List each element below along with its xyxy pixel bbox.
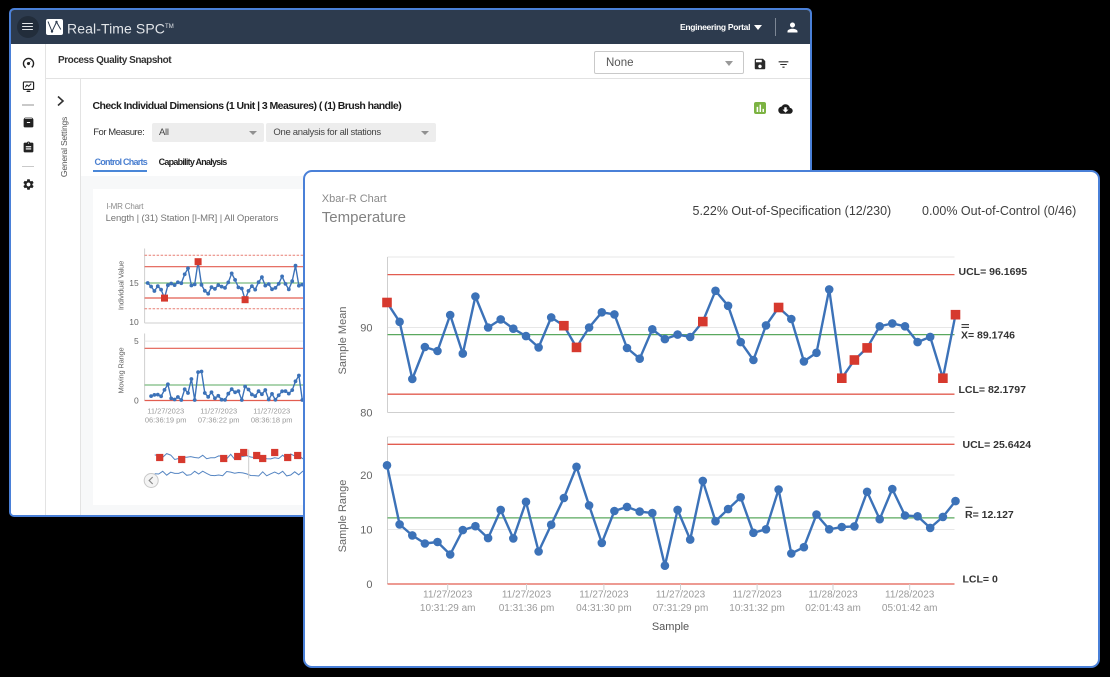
- svg-text:07:31:29 pm: 07:31:29 pm: [653, 603, 709, 614]
- svg-text:UCL= 96.1695: UCL= 96.1695: [959, 266, 1028, 278]
- svg-text:Sample Mean: Sample Mean: [337, 307, 349, 375]
- svg-text:11/27/2023: 11/27/2023: [254, 406, 291, 415]
- svg-text:05:01:42 am: 05:01:42 am: [882, 603, 938, 614]
- svg-text:11/27/2023: 11/27/2023: [502, 589, 552, 600]
- svg-text:X= 89.1746: X= 89.1746: [961, 329, 1015, 341]
- svg-text:UCL= 25.6424: UCL= 25.6424: [963, 439, 1032, 451]
- svg-text:80: 80: [360, 408, 372, 420]
- svg-text:10:31:29 am: 10:31:29 am: [420, 603, 476, 614]
- svg-text:0: 0: [134, 395, 139, 405]
- svg-text:11/28/2023: 11/28/2023: [885, 589, 935, 600]
- svg-text:5: 5: [134, 336, 139, 346]
- svg-text:20: 20: [360, 470, 372, 482]
- svg-text:11/27/2023: 11/27/2023: [579, 589, 629, 600]
- svg-text:10:31:32 pm: 10:31:32 pm: [729, 603, 785, 614]
- svg-text:08:36:18 pm: 08:36:18 pm: [251, 415, 293, 424]
- svg-text:11/27/2023: 11/27/2023: [423, 589, 473, 600]
- svg-text:11/28/2023: 11/28/2023: [808, 589, 858, 600]
- svg-text:Moving Range: Moving Range: [117, 347, 126, 393]
- svg-text:R= 12.127: R= 12.127: [965, 509, 1014, 521]
- svg-text:01:31:36 pm: 01:31:36 pm: [499, 603, 555, 614]
- svg-text:10: 10: [130, 317, 140, 327]
- svg-text:LCL= 0: LCL= 0: [963, 574, 998, 586]
- svg-text:90: 90: [360, 323, 372, 335]
- svg-text:11/27/2023: 11/27/2023: [201, 406, 238, 415]
- svg-text:15: 15: [130, 278, 140, 288]
- svg-text:11/27/2023: 11/27/2023: [656, 589, 706, 600]
- svg-text:11/27/2023: 11/27/2023: [148, 406, 185, 415]
- svg-text:10: 10: [360, 525, 372, 537]
- svg-text:04:31:30 pm: 04:31:30 pm: [576, 603, 632, 614]
- svg-text:02:01:43 am: 02:01:43 am: [805, 603, 861, 614]
- svg-text:LCL= 82.1797: LCL= 82.1797: [959, 384, 1027, 396]
- svg-text:07:36:22 pm: 07:36:22 pm: [198, 415, 240, 424]
- svg-text:11/27/2023: 11/27/2023: [732, 589, 782, 600]
- svg-text:Sample Range: Sample Range: [337, 480, 349, 553]
- svg-text:Sample: Sample: [652, 621, 689, 633]
- svg-text:0: 0: [366, 579, 372, 591]
- svg-text:Individual Value: Individual Value: [117, 260, 126, 309]
- svg-text:06:36:19 pm: 06:36:19 pm: [145, 415, 187, 424]
